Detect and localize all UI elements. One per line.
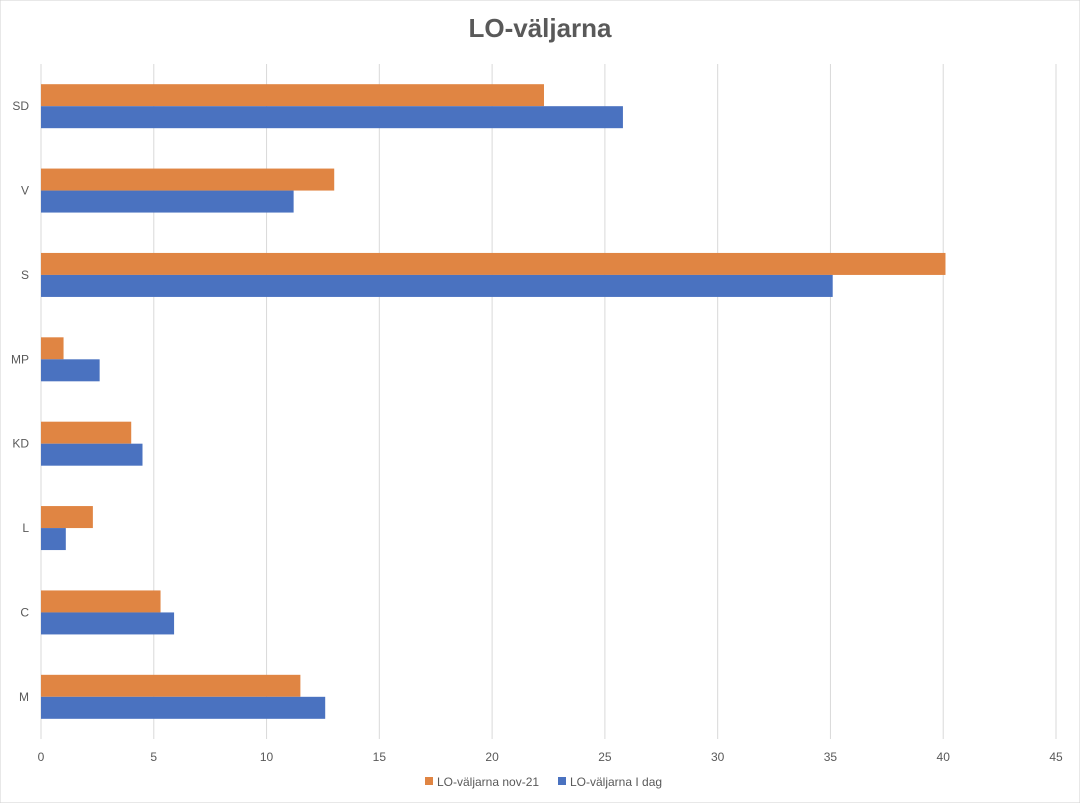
y-tick-label: V [21, 184, 29, 198]
bar-sd-series-1 [41, 84, 544, 107]
x-tick-label: 10 [260, 750, 274, 764]
y-tick-label: C [20, 605, 29, 619]
chart-title: LO-väljarna [468, 13, 612, 43]
x-tick-label: 45 [1049, 750, 1063, 764]
bar-mp-series-2 [41, 359, 100, 382]
legend-label: LO-väljarna I dag [570, 775, 662, 789]
bar-c-series-1 [41, 590, 161, 613]
x-tick-label: 20 [485, 750, 499, 764]
x-tick-label: 40 [937, 750, 951, 764]
legend-label: LO-väljarna nov-21 [437, 775, 539, 789]
legend-swatch [558, 777, 566, 785]
x-axis-ticks: 0 5 10 15 20 25 30 35 40 45 [38, 750, 1063, 764]
x-tick-label: 25 [598, 750, 612, 764]
bar-l-series-2 [41, 528, 66, 551]
x-tick-label: 0 [38, 750, 45, 764]
bar-s-series-2 [41, 274, 833, 297]
bar-m-series-2 [41, 696, 326, 719]
bar-l-series-1 [41, 506, 93, 529]
x-tick-label: 15 [373, 750, 387, 764]
x-tick-label: 30 [711, 750, 725, 764]
y-tick-label: KD [12, 437, 29, 451]
bar-s-series-1 [41, 252, 946, 275]
bar-mp-series-1 [41, 337, 64, 360]
bar-kd-series-1 [41, 421, 132, 444]
bar-v-series-2 [41, 190, 294, 213]
y-tick-label: MP [11, 352, 29, 366]
y-axis-ticks: M C L KD MP S V SD [11, 99, 29, 704]
bar-kd-series-2 [41, 443, 143, 466]
y-tick-label: L [22, 521, 29, 535]
x-tick-label: 35 [824, 750, 838, 764]
y-tick-label: S [21, 268, 29, 282]
y-tick-label: M [19, 690, 29, 704]
legend: LO-väljarna nov-21 LO-väljarna I dag [425, 775, 662, 789]
legend-swatch [425, 777, 433, 785]
bar-v-series-1 [41, 168, 335, 191]
bar-sd-series-2 [41, 106, 623, 129]
y-tick-label: SD [12, 99, 29, 113]
bar-c-series-2 [41, 612, 175, 635]
bars [41, 84, 946, 719]
x-tick-label: 5 [150, 750, 157, 764]
bar-m-series-1 [41, 674, 301, 697]
